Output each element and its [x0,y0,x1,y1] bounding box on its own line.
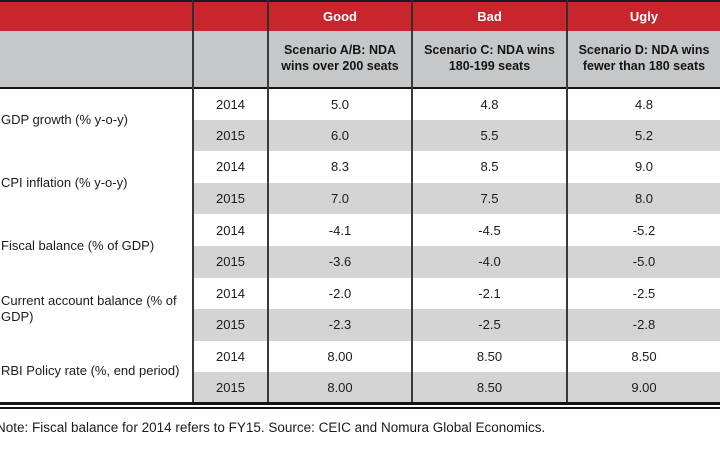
value-cell: 7.0 [267,182,412,215]
year-cell: 2014 [192,88,268,120]
value-cell: 8.0 [566,182,720,215]
scenario-spacer-label [0,31,193,88]
value-cell: 9.00 [566,372,720,404]
value-cell: -4.5 [411,214,567,246]
value-cell: 4.8 [566,88,720,120]
value-cell: 8.50 [566,340,720,373]
value-cell: 8.50 [411,340,567,373]
value-cell: 8.3 [267,151,412,183]
value-cell: -2.5 [411,309,567,341]
table-row: 2015 8.00 8.50 9.00 [0,372,720,404]
value-cell: 4.8 [411,88,567,120]
value-cell: 9.0 [566,151,720,183]
header-bad: Bad [411,1,567,31]
value-cell: 8.00 [267,372,412,404]
row-label-fiscal-balance: Fiscal balance (% of GDP) [0,214,193,278]
year-cell: 2015 [192,182,268,215]
table-row: 2015 -3.6 -4.0 -5.0 [0,245,720,278]
table-row: CPI inflation (% y-o-y) 2014 8.3 8.5 9.0 [0,151,720,215]
table-row: RBI Policy rate (%, end period) 2014 8.0… [0,340,720,404]
value-cell: 5.0 [267,88,412,120]
scenario-ugly: Scenario D: NDA wins fewer than 180 seat… [566,31,720,88]
table-row: GDP growth (% y-o-y) 2014 5.0 4.8 4.8 [0,88,720,152]
scenario-spacer-year [192,31,268,88]
scenario-header-row: Scenario A/B: NDA wins over 200 seats Sc… [0,31,720,88]
table-row: 2015 7.0 7.5 8.0 [0,182,720,215]
table-row: Fiscal balance (% of GDP) 2014 -4.1 -4.5… [0,214,720,278]
header-spacer-year [192,1,268,31]
year-cell: 2014 [192,277,268,310]
value-cell: -2.1 [411,277,567,310]
scenario-bad: Scenario C: NDA wins 180-199 seats [411,31,567,88]
header-spacer-label [0,1,193,31]
table-row: 2015 6.0 5.5 5.2 [0,119,720,152]
value-cell: -2.0 [267,277,412,310]
value-cell: 6.0 [267,119,412,152]
footnote-text: Note: Fiscal balance for 2014 refers to … [0,419,546,435]
row-label-current-account: Current account balance (% of GDP) [0,277,193,341]
value-cell: 8.5 [411,151,567,183]
year-cell: 2014 [192,214,268,246]
value-cell: -4.1 [267,214,412,246]
value-cell: -4.0 [411,245,567,278]
year-cell: 2014 [192,340,268,373]
year-cell: 2014 [192,151,268,183]
value-cell: -5.2 [566,214,720,246]
value-cell: 5.5 [411,119,567,152]
value-cell: -2.8 [566,309,720,341]
table-row: 2015 -2.3 -2.5 -2.8 [0,309,720,341]
row-label-cpi-inflation: CPI inflation (% y-o-y) [0,151,193,215]
quality-header-row: Good Bad Ugly [0,1,720,31]
header-ugly: Ugly [566,1,720,31]
value-cell: 8.50 [411,372,567,404]
value-cell: -3.6 [267,245,412,278]
value-cell: -2.3 [267,309,412,341]
scenario-good: Scenario A/B: NDA wins over 200 seats [267,31,412,88]
row-label-gdp-growth: GDP growth (% y-o-y) [0,88,193,152]
value-cell: -2.5 [566,277,720,310]
scenario-table: Good Bad Ugly Scenario A/B: NDA wins ove… [0,0,720,406]
bottom-double-rule [0,407,720,409]
value-cell: 7.5 [411,182,567,215]
value-cell: 8.00 [267,340,412,373]
value-cell: 5.2 [566,119,720,152]
year-cell: 2015 [192,372,268,404]
year-cell: 2015 [192,245,268,278]
year-cell: 2015 [192,119,268,152]
header-good: Good [267,1,412,31]
value-cell: -5.0 [566,245,720,278]
year-cell: 2015 [192,309,268,341]
row-label-rbi-policy-rate: RBI Policy rate (%, end period) [0,340,193,404]
table-row: Current account balance (% of GDP) 2014 … [0,277,720,341]
